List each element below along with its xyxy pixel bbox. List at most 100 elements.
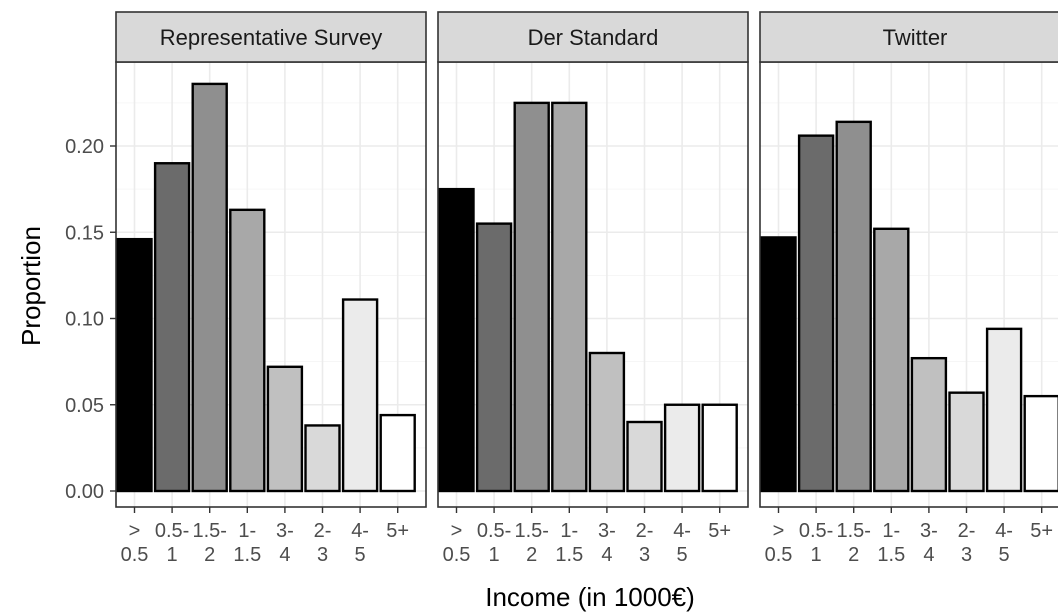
x-tick-label-line1: 4- [995, 520, 1013, 542]
x-tick-label: 4-5 [673, 520, 691, 566]
bar-4 [910, 356, 948, 493]
x-tick-label-line1: 4- [351, 520, 369, 542]
bar-6 [663, 403, 701, 493]
x-tick-label: 1.5-2 [192, 520, 226, 566]
x-tick-label-line2: 3 [317, 544, 328, 566]
x-tick-label-line1: 1- [560, 520, 578, 542]
x-tick-label-line1: 1- [882, 520, 900, 542]
x-tick-label-line2: 2 [848, 544, 859, 566]
x-tick-label-line1: 1.5- [514, 520, 548, 542]
x-tick-label: 5+ [386, 520, 409, 542]
bar-5 [626, 420, 663, 493]
x-tick-label-line1: 5+ [1030, 520, 1053, 542]
x-tick-label-line1: 4- [673, 520, 691, 542]
x-tick-label-line2: 1.5 [877, 544, 905, 566]
facet-strip [759, 11, 1058, 63]
x-tick-label-line1: 2- [314, 520, 332, 542]
x-tick-label: 1.5-2 [836, 520, 870, 566]
facet-strip [115, 11, 427, 63]
x-axis-title: Income (in 1000€) [485, 582, 695, 612]
panel-1: Der Standard> 0.50.5-11.5-21-1.53-42-34-5… [437, 11, 749, 566]
x-tick-label: 1-1.5 [877, 520, 905, 566]
bar-1 [797, 134, 835, 493]
y-axis-title: Proportion [16, 226, 46, 346]
x-tick-label-line2: 5 [355, 544, 366, 566]
x-tick-label-line1: 2- [958, 520, 976, 542]
x-tick-label: 4-5 [351, 520, 369, 566]
bar-6 [341, 298, 379, 493]
x-tick-label: >0.5 [121, 520, 149, 566]
x-tick-label: 3-4 [276, 520, 294, 566]
bar-4 [588, 351, 626, 493]
x-tick-label-line1: 0.5- [477, 520, 511, 542]
x-tick-label-line1: 3- [276, 520, 294, 542]
x-tick-label-line1: 0.5- [155, 520, 189, 542]
facet-strip-label: Der Standard [528, 25, 659, 50]
x-tick-label-line1: 1.5- [192, 520, 226, 542]
x-tick-label: 0.5-1 [799, 520, 833, 566]
x-tick-label-line2: 1 [811, 544, 822, 566]
x-tick-label: 0.5-1 [477, 520, 511, 566]
x-tick-label-line2: 2 [204, 544, 215, 566]
x-tick-label: 2-3 [314, 520, 332, 566]
x-tick-label: >0.5 [443, 520, 471, 566]
bar-1 [475, 222, 513, 493]
panels-layer: Representative Survey> 0.50.5-11.5-21-1.5… [115, 11, 1058, 566]
bar-3 [873, 227, 910, 493]
bar-5 [304, 424, 341, 493]
bar-7 [379, 413, 416, 493]
x-tick-label: 4-5 [995, 520, 1013, 566]
x-tick-label-line1: > [773, 520, 785, 542]
y-tick-label: 0.15 [65, 222, 104, 244]
bar-2 [835, 120, 872, 493]
x-tick-label: 1-1.5 [555, 520, 583, 566]
x-tick-label-line1: 1.5- [836, 520, 870, 542]
x-tick-label-line2: 3 [961, 544, 972, 566]
facet-strip [437, 11, 749, 63]
y-axis: 0.00 0.05 0.10 0.15 0.20 [65, 136, 116, 503]
y-tick-label: 0.05 [65, 395, 104, 417]
bar-5 [948, 391, 985, 493]
x-tick-label-line1: > [129, 520, 141, 542]
x-tick-label: 0.5-1 [155, 520, 189, 566]
x-tick-label-line2: 0.5 [121, 544, 149, 566]
bar-4 [266, 365, 304, 493]
bar-0 [760, 236, 797, 493]
bar-2 [513, 101, 550, 493]
x-tick-label-line2: 1.5 [555, 544, 583, 566]
x-tick-label-line2: 2 [526, 544, 537, 566]
x-tick-label: >0.5 [765, 520, 793, 566]
bar-0 [116, 237, 153, 493]
bar-2 [191, 82, 228, 493]
y-tick-label: 0.00 [65, 481, 104, 503]
facet-strip-label: Representative Survey [160, 25, 383, 50]
x-tick-label-line2: 5 [677, 544, 688, 566]
facet-strip-label: Twitter [883, 25, 948, 50]
bar-6 [985, 327, 1023, 493]
x-tick-label-line1: 5+ [386, 520, 409, 542]
x-tick-label-line2: 1 [167, 544, 178, 566]
bar-3 [551, 101, 588, 493]
x-tick-label-line2: 1 [489, 544, 500, 566]
bar-3 [229, 208, 266, 493]
x-tick-label-line1: 5+ [708, 520, 731, 542]
x-tick-label: 1.5-2 [514, 520, 548, 566]
bar-7 [1023, 394, 1058, 493]
x-tick-label-line1: > [451, 520, 463, 542]
x-tick-label: 2-3 [636, 520, 654, 566]
x-tick-label-line2: 4 [601, 544, 612, 566]
x-tick-label: 3-4 [920, 520, 938, 566]
bar-1 [153, 162, 191, 493]
x-tick-label-line1: 2- [636, 520, 654, 542]
x-tick-label-line2: 1.5 [233, 544, 261, 566]
x-tick-label: 5+ [1030, 520, 1053, 542]
bar-7 [701, 403, 738, 493]
x-tick-label: 2-3 [958, 520, 976, 566]
x-tick-label-line1: 1- [238, 520, 256, 542]
x-tick-label-line2: 5 [999, 544, 1010, 566]
y-tick-label: 0.10 [65, 309, 104, 331]
x-tick-label: 1-1.5 [233, 520, 261, 566]
x-tick-label-line1: 3- [598, 520, 616, 542]
bar-0 [438, 187, 475, 493]
